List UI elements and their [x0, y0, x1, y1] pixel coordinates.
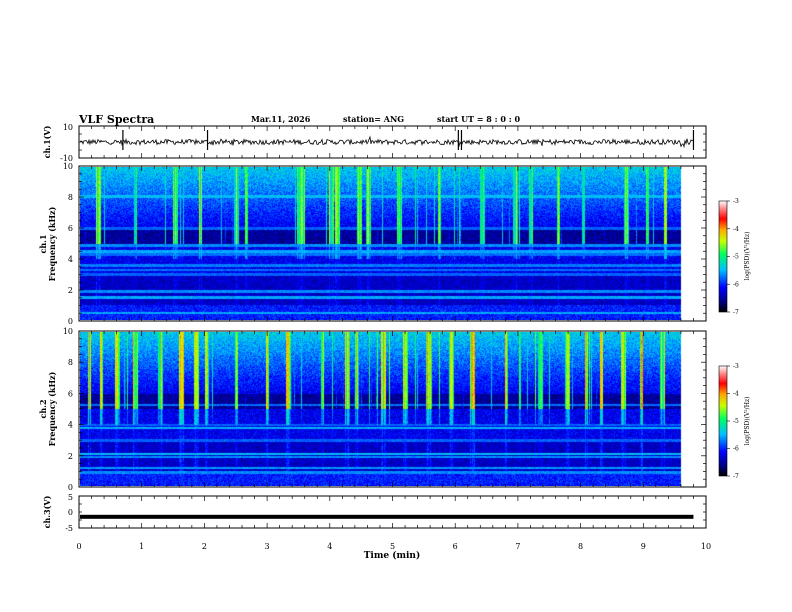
date-label: Mar.11, 2026: [251, 114, 311, 124]
xtick-label: 7: [515, 542, 520, 551]
x-tick-labels: 0 1 2 3 4 5 6 7 8 9 10: [76, 542, 711, 551]
xtick-label: 10: [701, 542, 711, 551]
ch1-frequency-y-axis: 10 8 6 4 2 0: [63, 162, 73, 326]
ch1-waveform-trace: [79, 135, 694, 149]
ch2-frequency-axis-label: ch.2 Frequency (kHz): [38, 371, 57, 446]
ytick-label: 10: [63, 123, 73, 132]
xtick-label: 2: [202, 542, 207, 551]
colorbar-tick-label: -7: [733, 309, 739, 316]
ch1-frequency-axis-label: ch.1 Frequency (kHz): [38, 206, 57, 281]
ch1-colorbar-label: log(PSD)(V²/Hz): [744, 232, 751, 281]
ch2-frequency-y-axis: 10 8 6 4 2 0: [63, 327, 73, 492]
ch1-frequency-axis-label-line1: ch.1: [38, 234, 48, 253]
ytick-label: 4: [68, 255, 73, 264]
start-time-label: start UT = 8 : 0 : 0: [437, 114, 521, 124]
colorbar-tick-label: -5: [733, 418, 739, 425]
ch2-colorbar-gradient: [718, 365, 728, 477]
ytick-label: -10: [60, 154, 73, 163]
chart-title: VLF Spectra: [79, 113, 155, 126]
ytick-label: 8: [68, 358, 73, 367]
ytick-label: 6: [68, 389, 73, 398]
ytick-label: 4: [68, 421, 73, 430]
xtick-label: 9: [641, 542, 646, 551]
ch1-colorbar-ticks: -3 -4 -5 -6 -7: [727, 198, 739, 316]
ch3-voltage-axis-label: ch.3(V): [42, 495, 52, 528]
ch1-colorbar: -3 -4 -5 -6 -7 log(PSD)(V²/Hz): [718, 198, 751, 316]
xtick-label: 5: [390, 542, 395, 551]
ytick-label: 10: [63, 162, 73, 171]
colorbar-tick-label: -4: [733, 391, 739, 398]
xtick-label: 6: [453, 542, 458, 551]
xtick-label: 3: [265, 542, 270, 551]
xtick-label: 1: [139, 542, 144, 551]
ytick-label: 0: [68, 508, 73, 517]
ch1-voltage-axis-label: ch.1(V): [42, 125, 52, 158]
ch3-waveform-trace: [80, 514, 694, 519]
xtick-label: 8: [578, 542, 583, 551]
ytick-label: 0: [68, 483, 73, 492]
ch1-frequency-axis-label-line2: Frequency (kHz): [47, 206, 57, 281]
colorbar-tick-label: -5: [733, 254, 739, 261]
ch1-spectrogram-canvas: [80, 167, 693, 320]
x-axis-label: Time (min): [364, 550, 421, 561]
axis-ticks: [78, 125, 707, 529]
colorbar-tick-label: -3: [733, 363, 739, 370]
ytick-label: 2: [68, 452, 73, 461]
ch2-colorbar: -3 -4 -5 -6 -7 log(PSD)(V²/Hz): [718, 363, 751, 480]
xtick-label: 4: [327, 542, 332, 551]
colorbar-tick-label: -6: [733, 281, 739, 288]
ytick-label: -5: [65, 524, 73, 533]
ch3-waveform-y-axis: 5 0 -5 ch.3(V): [42, 493, 73, 533]
colorbar-tick-label: -7: [733, 473, 739, 480]
ytick-label: 0: [68, 317, 73, 326]
ch2-frequency-axis-label-line1: ch.2: [38, 399, 48, 418]
ch1-waveform-spikes: [122, 130, 695, 150]
ch1-colorbar-gradient: [718, 200, 728, 313]
ytick-label: 6: [68, 224, 73, 233]
ch2-frequency-axis-label-line2: Frequency (kHz): [47, 371, 57, 446]
ytick-label: 8: [68, 193, 73, 202]
colorbar-tick-label: -4: [733, 226, 739, 233]
xtick-label: 0: [76, 542, 81, 551]
colorbar-tick-label: -6: [733, 446, 739, 453]
ytick-label: 2: [68, 286, 73, 295]
ytick-label: 10: [63, 327, 73, 336]
colorbar-tick-label: -3: [733, 198, 739, 205]
station-label: station= ANG: [343, 114, 405, 124]
ch2-spectrogram-canvas: [80, 332, 693, 486]
ch2-colorbar-label: log(PSD)(V²/Hz): [744, 397, 751, 446]
ch2-colorbar-ticks: -3 -4 -5 -6 -7: [727, 363, 739, 480]
ytick-label: 5: [68, 493, 73, 502]
ch1-waveform-y-axis: 10 -10 ch.1(V): [42, 123, 73, 163]
